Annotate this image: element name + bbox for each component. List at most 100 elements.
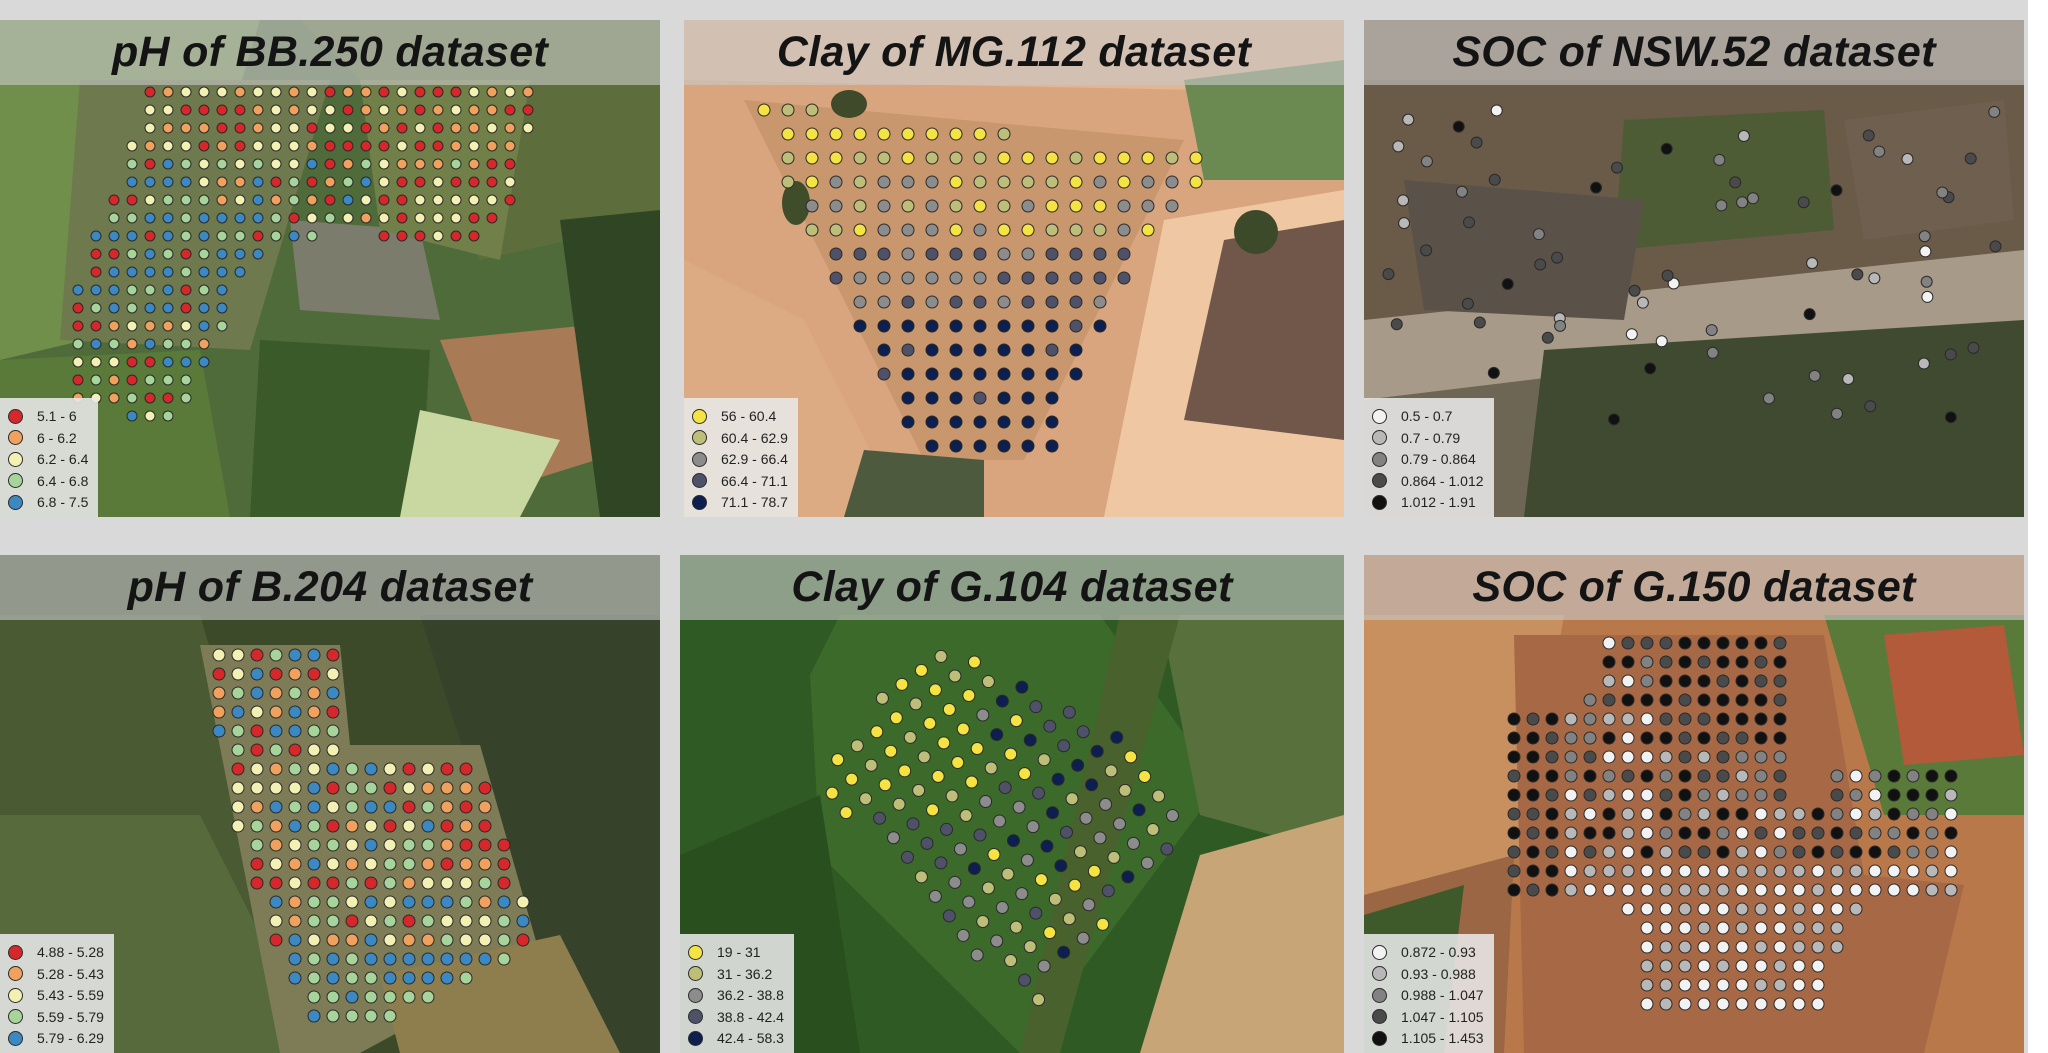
- sample-point: [997, 391, 1011, 405]
- sample-point: [1659, 788, 1673, 802]
- sample-point: [1611, 161, 1624, 174]
- sample-point: [949, 367, 963, 381]
- sample-point: [829, 151, 843, 165]
- sample-point: [1165, 199, 1179, 213]
- sample-point: [949, 247, 963, 261]
- sample-point: [1811, 921, 1825, 935]
- sample-point: [1045, 175, 1059, 189]
- sample-point: [252, 122, 264, 134]
- legend-swatch: [8, 987, 23, 1003]
- sample-point: [925, 367, 939, 381]
- sample-point: [234, 266, 246, 278]
- sample-point: [1068, 878, 1082, 892]
- sample-point: [1602, 883, 1616, 897]
- sample-point: [781, 175, 795, 189]
- sample-point: [1661, 269, 1674, 282]
- sample-point: [1754, 674, 1768, 688]
- sample-point: [364, 876, 378, 890]
- sample-point: [108, 248, 120, 260]
- sample-point: [342, 104, 354, 116]
- legend-label: 62.9 - 66.4: [721, 451, 788, 468]
- sample-point: [1849, 902, 1863, 916]
- sample-point: [877, 367, 891, 381]
- legend-item: 1.047 - 1.105: [1372, 1006, 1484, 1028]
- sample-point: [877, 295, 891, 309]
- sample-point: [402, 933, 416, 947]
- sample-point: [288, 971, 302, 985]
- sample-point: [1032, 993, 1046, 1007]
- sample-point: [1830, 921, 1844, 935]
- legend-swatch: [8, 451, 23, 467]
- sample-point: [307, 952, 321, 966]
- legend-item: 0.5 - 0.7: [1372, 406, 1484, 428]
- sample-point: [1964, 152, 1977, 165]
- sample-point: [144, 410, 156, 422]
- sample-point: [1716, 997, 1730, 1011]
- sample-point: [1069, 367, 1083, 381]
- sample-point: [364, 762, 378, 776]
- sample-point: [414, 86, 426, 98]
- sample-point: [364, 857, 378, 871]
- sample-point: [180, 392, 192, 404]
- sample-point: [1830, 902, 1844, 916]
- sample-point: [1678, 902, 1692, 916]
- sample-point: [1713, 153, 1726, 166]
- sample-point: [307, 857, 321, 871]
- legend-item: 56 - 60.4: [692, 406, 788, 428]
- sample-point: [781, 127, 795, 141]
- legend-label: 5.1 - 6: [37, 408, 77, 425]
- sample-point: [324, 176, 336, 188]
- sample-point: [383, 990, 397, 1004]
- sample-point: [144, 194, 156, 206]
- sample-point: [917, 750, 931, 764]
- sample-point: [853, 319, 867, 333]
- sample-point: [360, 140, 372, 152]
- legend: 0.872 - 0.93 0.93 - 0.988 0.988 - 1.047 1.0…: [1364, 933, 1494, 1053]
- sample-point: [1583, 845, 1597, 859]
- sample-point: [1873, 145, 1886, 158]
- sample-point: [250, 781, 264, 795]
- sample-point: [345, 933, 359, 947]
- sample-point: [198, 356, 210, 368]
- sample-point: [1006, 834, 1020, 848]
- sample-point: [1045, 223, 1059, 237]
- sample-point: [1507, 788, 1521, 802]
- sample-point: [1659, 959, 1673, 973]
- panel-title-bar: Clay of G.104 dataset: [680, 555, 1344, 620]
- sample-point: [1117, 175, 1131, 189]
- sample-point: [877, 343, 891, 357]
- legend-label: 0.864 - 1.012: [1401, 472, 1484, 489]
- sample-point: [1887, 883, 1901, 897]
- sample-point: [1138, 769, 1152, 783]
- legend-item: 60.4 - 62.9: [692, 427, 788, 449]
- sample-point: [1018, 973, 1032, 987]
- sample-point: [973, 295, 987, 309]
- sample-point: [250, 724, 264, 738]
- sample-point: [378, 176, 390, 188]
- sample-point: [1069, 199, 1083, 213]
- sample-point: [1659, 864, 1673, 878]
- sample-point: [326, 838, 340, 852]
- sample-point: [877, 199, 891, 213]
- sample-point: [903, 730, 917, 744]
- sample-point: [1564, 864, 1578, 878]
- sample-point: [468, 212, 480, 224]
- sample-point: [1189, 151, 1203, 165]
- sample-point: [1735, 712, 1749, 726]
- sample-point: [1507, 769, 1521, 783]
- sample-point: [949, 391, 963, 405]
- sample-point: [1868, 826, 1882, 840]
- sample-point: [345, 857, 359, 871]
- sample-point: [144, 104, 156, 116]
- sample-point: [144, 356, 156, 368]
- sample-point: [383, 952, 397, 966]
- sample-point: [345, 1009, 359, 1023]
- sample-point: [1716, 978, 1730, 992]
- sample-point: [1792, 902, 1806, 916]
- sample-point: [432, 140, 444, 152]
- sample-point: [326, 1009, 340, 1023]
- sample-point: [364, 838, 378, 852]
- sample-point: [396, 86, 408, 98]
- sample-point: [781, 103, 795, 117]
- sample-point: [468, 176, 480, 188]
